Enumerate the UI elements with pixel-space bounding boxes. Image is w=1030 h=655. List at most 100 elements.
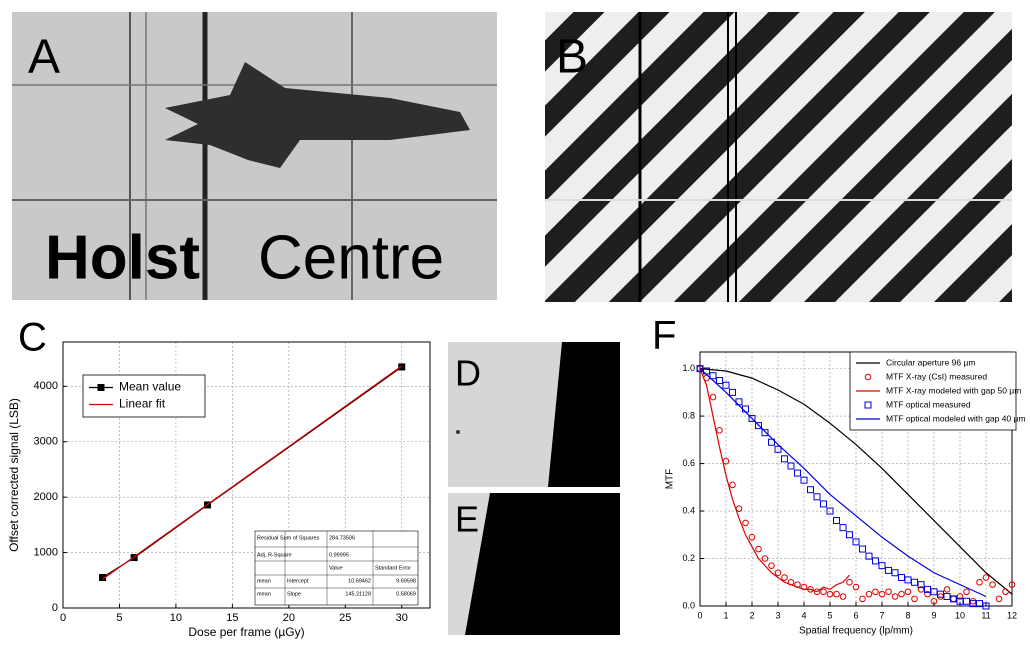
photo-text: Holst [45, 223, 200, 292]
marker [742, 519, 749, 527]
marker [761, 429, 769, 437]
marker [813, 588, 821, 596]
table-cell: Intercept [287, 578, 309, 584]
x-tick-label: 5 [116, 612, 122, 624]
table-cell: 0.99995 [329, 552, 349, 558]
table-cell: 145.21128 [345, 591, 371, 597]
marker [839, 593, 847, 600]
marker [1008, 581, 1016, 588]
marker [716, 427, 723, 434]
panel-label: B [556, 31, 588, 84]
x-tick-label: 30 [396, 612, 408, 624]
marker [781, 455, 788, 463]
marker [976, 578, 983, 586]
marker [956, 593, 964, 600]
x-axis-label: Dose per frame (µGy) [188, 625, 304, 639]
y-tick-label: 0.6 [682, 458, 695, 468]
x-tick-label: 20 [283, 612, 295, 624]
marker [846, 531, 853, 539]
x-tick-label: 25 [339, 612, 351, 624]
marker [787, 462, 795, 470]
marker [989, 581, 996, 588]
marker [859, 595, 866, 603]
marker [917, 581, 925, 589]
legend-label: MTF X-ray modeled with gap 50 µm [886, 385, 1021, 395]
marker [930, 597, 938, 605]
marker [943, 586, 951, 593]
marker [963, 588, 970, 596]
marker [755, 422, 762, 430]
x-tick-label: 12 [1007, 610, 1017, 620]
marker [774, 445, 782, 453]
marker [1002, 588, 1009, 596]
x-tick-label: 1 [723, 610, 728, 620]
legend-box [849, 351, 1017, 431]
table-cell: Slope [287, 591, 301, 597]
table-cell: 0.58069 [396, 591, 416, 597]
marker [709, 372, 717, 380]
photo-b [545, 12, 1012, 302]
marker [722, 381, 730, 389]
x-tick-label: 9 [931, 610, 936, 620]
marker [820, 588, 827, 596]
x-tick-label: 2 [749, 610, 754, 620]
y-tick-label: 2000 [34, 491, 58, 503]
table-header: Standard Error [375, 565, 411, 571]
marker [852, 538, 860, 546]
marker [781, 574, 788, 581]
marker [859, 545, 866, 553]
panel-label: F [652, 314, 676, 358]
x-tick-label: 6 [853, 610, 858, 620]
marker [937, 593, 944, 600]
table-cell: Residual Sum of Squares [257, 535, 320, 541]
fit-table [254, 530, 419, 606]
y-tick-label: 0.2 [682, 553, 695, 563]
marker [729, 481, 736, 489]
marker [807, 486, 814, 494]
marker [839, 524, 847, 532]
x-tick-label: 0 [697, 610, 702, 620]
panel-label: A [28, 31, 60, 84]
photo-a: Holst Centre [12, 12, 497, 300]
x-tick-label: 3 [775, 610, 780, 620]
y-tick-label: 4000 [34, 380, 58, 392]
photo-d [448, 342, 620, 487]
y-tick-label: 1.0 [682, 363, 695, 373]
panel-label: D [455, 353, 481, 394]
marker [917, 586, 925, 593]
x-tick-label: 10 [955, 610, 965, 620]
y-tick-label: 0.8 [682, 410, 695, 420]
marker [398, 363, 406, 371]
plot-frame [62, 341, 431, 609]
marker [865, 590, 873, 598]
marker [885, 588, 892, 596]
marker [963, 597, 970, 605]
y-axis-label: MTF [665, 469, 676, 490]
legend-marker [864, 401, 872, 409]
marker [748, 414, 756, 422]
marker [969, 597, 977, 605]
marker [995, 595, 1003, 603]
table-cell: 10.69462 [348, 578, 371, 584]
marker [852, 583, 860, 591]
marker [898, 574, 905, 582]
marker [911, 578, 918, 586]
marker [794, 469, 801, 477]
panel-label: C [18, 316, 47, 360]
photo-e [448, 493, 620, 635]
series-line [699, 368, 987, 598]
marker [898, 590, 905, 598]
y-tick-label: 0.0 [682, 600, 695, 610]
marker [768, 438, 775, 446]
y-axis-label: Offset corrected signal (LSB) [7, 398, 21, 552]
legend-marker [864, 373, 872, 381]
marker [872, 588, 879, 596]
marker [982, 574, 990, 581]
marker [826, 507, 834, 515]
marker [774, 569, 782, 577]
marker [982, 602, 990, 610]
table-cell: Adj. R-Square [257, 552, 292, 558]
x-tick-label: 4 [801, 610, 806, 620]
legend-box [82, 374, 206, 418]
